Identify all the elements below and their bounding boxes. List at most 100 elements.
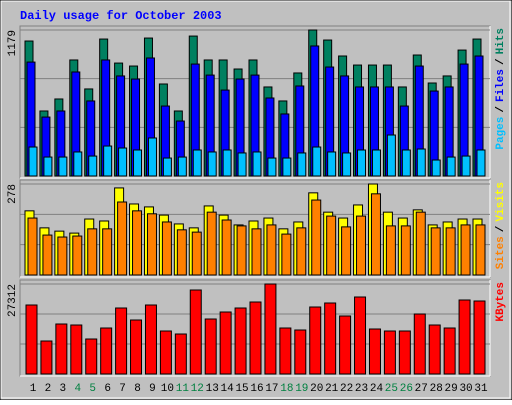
bar	[476, 149, 486, 177]
bar	[204, 318, 217, 375]
x-tick-label: 5	[89, 383, 96, 395]
bar	[176, 229, 187, 276]
legend-entry: Pages	[495, 117, 507, 150]
legend-entry: Files	[495, 69, 507, 102]
bar	[85, 338, 98, 375]
x-tick-label: 29	[445, 383, 458, 395]
bar	[55, 323, 68, 375]
bar	[147, 137, 157, 177]
bar	[236, 225, 247, 276]
bar	[177, 156, 187, 177]
legend: Sites / Visits	[495, 182, 507, 269]
bar	[297, 152, 307, 177]
bar	[446, 156, 456, 177]
x-tick-label: 9	[149, 383, 156, 395]
bar	[354, 296, 367, 375]
bar	[294, 329, 307, 375]
legend-entry: KBytes	[495, 282, 507, 322]
x-tick-label: 16	[250, 383, 263, 395]
x-tick-label: 28	[430, 383, 443, 395]
bar	[27, 217, 38, 276]
bar	[428, 324, 441, 375]
bar	[102, 228, 113, 276]
legend-entry: Visits	[495, 182, 507, 222]
x-tick-label: 15	[235, 383, 248, 395]
chart-title: Daily usage for October 2003	[20, 9, 222, 23]
bar	[473, 300, 486, 375]
legend-separator: /	[495, 106, 507, 113]
bar	[309, 306, 322, 375]
x-tick-label: 12	[191, 383, 204, 395]
x-tick-label: 22	[340, 383, 353, 395]
bar	[100, 327, 113, 375]
legend-entry: Sites	[495, 236, 507, 269]
bar	[416, 148, 426, 177]
x-tick-label: 30	[459, 383, 472, 395]
x-tick-label: 7	[119, 383, 126, 395]
bar	[430, 227, 441, 276]
x-tick-label: 19	[295, 383, 308, 395]
legend: KBytes	[495, 282, 507, 322]
bar	[207, 151, 217, 177]
bar	[237, 152, 247, 177]
bar	[281, 233, 292, 276]
bar	[311, 199, 322, 276]
bar	[72, 235, 83, 276]
bar	[252, 151, 262, 177]
bar	[383, 330, 396, 375]
bar	[415, 211, 426, 276]
bar	[162, 157, 172, 177]
legend-separator: /	[495, 225, 507, 232]
bar	[267, 157, 277, 177]
x-tick-label: 14	[221, 383, 235, 395]
legend-entry: Hits	[495, 28, 507, 54]
bar	[475, 224, 486, 276]
bar	[192, 149, 202, 177]
x-tick-label: 13	[206, 383, 219, 395]
x-tick-label: 11	[176, 383, 190, 395]
bar	[174, 333, 187, 375]
bar	[103, 145, 113, 177]
bar	[357, 149, 367, 177]
bar	[234, 307, 247, 375]
bar	[431, 159, 441, 177]
bar	[221, 219, 232, 276]
x-tick-label: 23	[355, 383, 368, 395]
bar	[339, 315, 352, 375]
x-tick-label: 1	[30, 383, 37, 395]
bar	[386, 134, 396, 177]
x-tick-label: 24	[370, 383, 384, 395]
bar	[371, 149, 381, 177]
bar	[296, 227, 307, 276]
x-tick-label: 26	[400, 383, 413, 395]
x-tick-label: 17	[265, 383, 278, 395]
bar	[159, 330, 172, 375]
legend: Pages / Files / Hits	[495, 28, 507, 150]
bar	[341, 226, 352, 276]
x-tick-label: 4	[74, 383, 81, 395]
bar	[57, 236, 68, 276]
bar	[161, 221, 172, 276]
y-tick-label: 1179	[7, 30, 19, 56]
x-tick-label: 3	[60, 383, 67, 395]
bar	[25, 304, 38, 375]
bar	[443, 327, 456, 375]
x-tick-label: 18	[280, 383, 293, 395]
bar	[385, 225, 396, 276]
legend-separator: /	[495, 58, 507, 65]
bar	[73, 151, 83, 177]
bar	[117, 201, 128, 276]
x-tick-label: 27	[415, 383, 428, 395]
bar	[264, 283, 277, 375]
bar	[130, 319, 143, 375]
bar	[401, 149, 411, 177]
bar	[327, 151, 337, 177]
bar	[43, 156, 53, 177]
bar	[206, 211, 217, 276]
x-tick-label: 20	[310, 383, 323, 395]
bar	[88, 155, 98, 177]
bar	[42, 234, 53, 276]
bar	[189, 289, 202, 375]
